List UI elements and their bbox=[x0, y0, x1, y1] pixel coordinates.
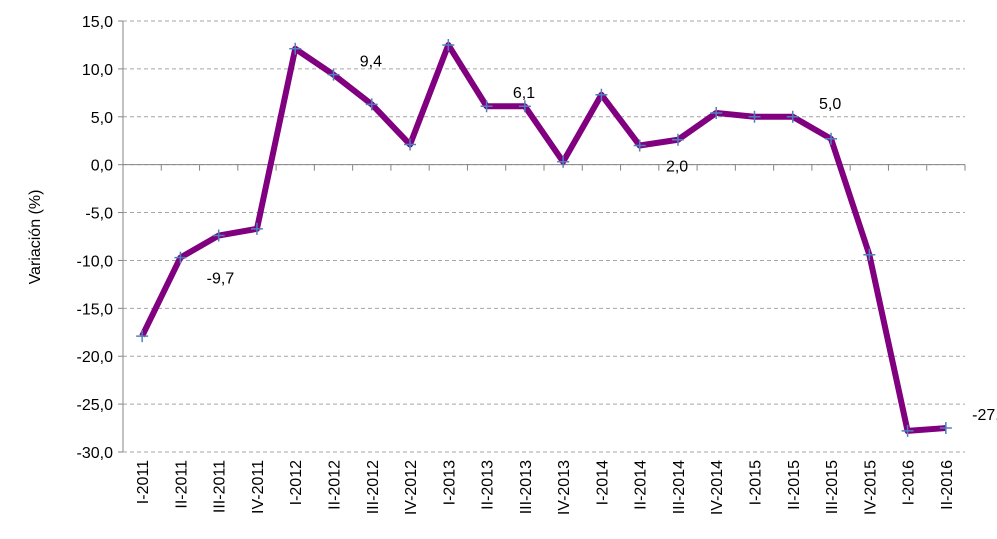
x-tick-label: III-2013 bbox=[518, 460, 535, 514]
marker bbox=[289, 42, 302, 55]
data-label: 2,0 bbox=[666, 159, 688, 176]
data-label: 6,1 bbox=[513, 85, 535, 102]
marker bbox=[748, 110, 761, 123]
marker bbox=[250, 222, 263, 235]
marker bbox=[863, 248, 876, 261]
x-tick-label: I-2014 bbox=[594, 460, 611, 505]
y-tick-label: -15,0 bbox=[77, 301, 114, 318]
y-tick-label: 10,0 bbox=[82, 62, 113, 79]
x-tick-label: IV-2012 bbox=[403, 460, 420, 515]
y-tick-label: -5,0 bbox=[85, 206, 113, 223]
x-tick-label: II-2013 bbox=[480, 460, 497, 510]
marker bbox=[901, 424, 914, 437]
x-tick-label: IV-2013 bbox=[556, 460, 573, 515]
marker bbox=[786, 110, 799, 123]
marker bbox=[595, 88, 608, 101]
x-tick-label: I-2011 bbox=[135, 460, 152, 504]
y-tick-label: -10,0 bbox=[77, 253, 114, 270]
line bbox=[139, 41, 947, 434]
marker bbox=[825, 132, 838, 145]
marker bbox=[174, 251, 187, 264]
x-tick-label: III-2015 bbox=[824, 460, 841, 514]
marker bbox=[939, 422, 952, 435]
x-tick-label: III-2011 bbox=[212, 460, 229, 513]
marker bbox=[557, 155, 570, 168]
marker bbox=[212, 229, 225, 242]
x-tick-label: IV-2011 bbox=[250, 460, 267, 514]
data-label: -9,7 bbox=[207, 271, 235, 288]
data-label: -27,5 bbox=[972, 407, 997, 424]
x-tick-label: III-2014 bbox=[671, 460, 688, 514]
x-tick-label: I-2013 bbox=[441, 460, 458, 505]
x-tick-label: IV-2014 bbox=[709, 460, 726, 515]
x-tick-label: I-2015 bbox=[748, 460, 765, 505]
data-label: 9,4 bbox=[360, 54, 382, 71]
y-tick-label: 15,0 bbox=[82, 14, 113, 31]
y-tick-label: 5,0 bbox=[91, 110, 113, 127]
y-tick-label: -20,0 bbox=[77, 349, 114, 366]
x-tick-label: II-2011 bbox=[173, 460, 190, 509]
x-tick-label: I-2016 bbox=[901, 460, 918, 505]
marker bbox=[327, 68, 340, 81]
marker bbox=[365, 98, 378, 111]
x-tick-label: II-2014 bbox=[633, 460, 650, 510]
marker bbox=[136, 330, 149, 343]
x-tick-label: I-2012 bbox=[288, 460, 305, 505]
y-tick-label: 0,0 bbox=[91, 158, 113, 175]
y-tick-label: -30,0 bbox=[77, 445, 114, 462]
y-tick-label: -25,0 bbox=[77, 397, 114, 414]
x-tick-label: II-2016 bbox=[939, 460, 956, 510]
marker bbox=[518, 100, 531, 113]
marker bbox=[480, 100, 493, 113]
x-tick-label: II-2015 bbox=[786, 460, 803, 510]
marker bbox=[671, 133, 684, 146]
x-tick-label: II-2012 bbox=[327, 460, 344, 510]
data-label: 5,0 bbox=[819, 96, 841, 113]
marker bbox=[710, 106, 723, 119]
x-tick-label: IV-2015 bbox=[862, 460, 879, 515]
marker bbox=[633, 139, 646, 152]
marker bbox=[442, 38, 455, 51]
marker bbox=[404, 138, 417, 151]
x-tick-label: III-2012 bbox=[365, 460, 382, 514]
y-axis-label: Variación (%) bbox=[27, 190, 44, 285]
